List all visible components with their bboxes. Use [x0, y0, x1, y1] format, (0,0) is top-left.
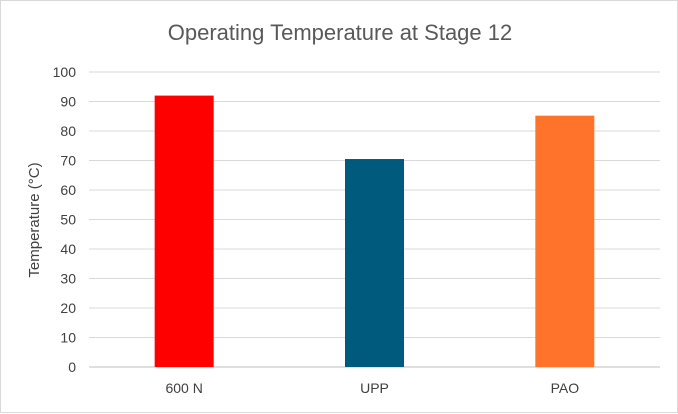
y-tick-label: 70 — [60, 153, 76, 169]
y-tick-label: 50 — [60, 212, 76, 228]
bar-upp — [345, 159, 404, 367]
y-axis-title: Temperature (°C) — [26, 162, 43, 277]
bars — [155, 96, 595, 367]
y-tick-label: 90 — [60, 94, 76, 110]
x-tick-label: 600 N — [165, 380, 202, 396]
y-tick-label: 80 — [60, 123, 76, 139]
y-tick-label: 60 — [60, 182, 76, 198]
bar-600-n — [155, 96, 214, 367]
y-tick-label: 10 — [60, 330, 76, 346]
bar-pao — [535, 116, 594, 367]
x-tick-labels: 600 N UPP PAO — [165, 380, 579, 396]
y-tick-label: 30 — [60, 271, 76, 287]
y-tick-label: 100 — [53, 64, 77, 80]
y-tick-label: 20 — [60, 300, 76, 316]
x-tick-label: PAO — [551, 380, 580, 396]
chart-title: Operating Temperature at Stage 12 — [168, 20, 512, 45]
y-tick-labels: 0 10 20 30 40 50 60 70 80 90 100 — [53, 64, 77, 375]
y-tick-label: 40 — [60, 241, 76, 257]
x-tick-label: UPP — [360, 380, 389, 396]
y-tick-label: 0 — [68, 359, 76, 375]
